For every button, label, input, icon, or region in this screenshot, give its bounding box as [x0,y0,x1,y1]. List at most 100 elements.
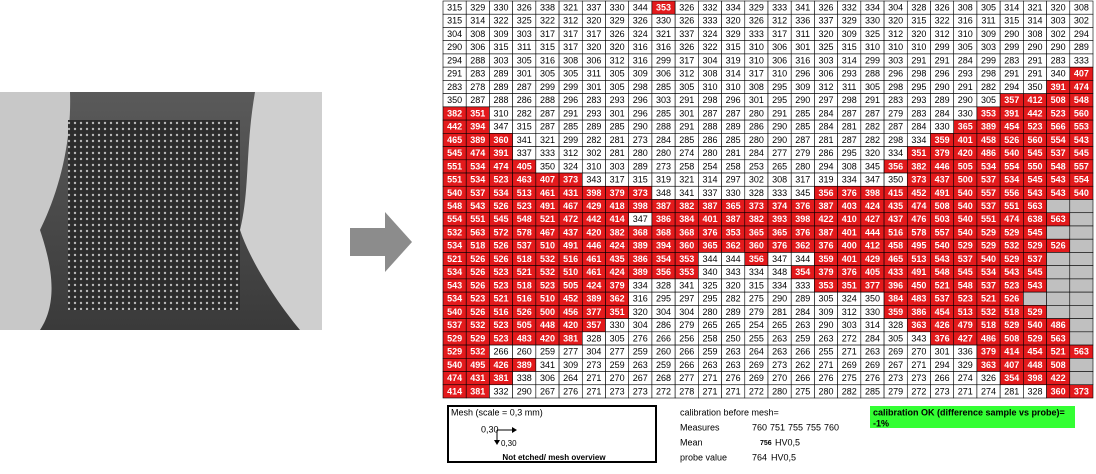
cell-value: 285 [865,386,880,396]
cell-value: 491 [563,241,578,251]
cell-value: 529 [981,241,996,251]
cell-value: 551 [1004,201,1019,211]
cell-value: 283 [1051,55,1066,65]
cell-value: 320 [888,16,903,26]
cell-value: 354 [1004,373,1019,383]
cell-value: 386 [656,214,671,224]
cell-value: 373 [633,188,648,198]
cell-value: 365 [772,227,787,237]
cell-value: 350 [1027,82,1042,92]
cell-value: 310 [772,69,787,79]
cell-value: 303 [842,320,857,330]
cell-value: 356 [656,267,671,277]
cell-value: 259 [633,347,648,357]
cell-value: 334 [633,280,648,290]
cell-value: 274 [981,386,996,396]
cell-value: 495 [470,360,485,370]
cell-value: 283 [888,95,903,105]
cell-value: 291 [935,55,950,65]
cell-value: 320 [819,29,834,39]
cell-value: 379 [981,347,996,357]
cell-value: 398 [1027,373,1042,383]
cell-value: 365 [749,227,764,237]
cell-value: 554 [447,214,462,224]
cell-value: 545 [1027,227,1042,237]
cell-value: 382 [749,214,764,224]
cell-value: 263 [772,347,787,357]
cell-value: 265 [702,320,717,330]
cell-value: 508 [1004,333,1019,343]
cell-value: 563 [1051,214,1066,224]
cell-value: 344 [726,254,741,264]
cell-value: 394 [656,241,671,251]
cell-value: 435 [610,254,625,264]
cell-value: 387 [726,214,741,224]
cell-value: 437 [563,227,578,237]
cell-value: 540 [447,360,462,370]
cell-value: 518 [1004,307,1019,317]
cell-value: 521 [540,214,555,224]
cell-value: 298 [633,82,648,92]
cell-value: 353 [679,267,694,277]
cell-value: 287 [842,108,857,118]
cell-value: 578 [517,227,532,237]
cell-value: 410 [842,214,857,224]
cell-value: 310 [749,42,764,52]
cell-value: 309 [819,307,834,317]
cell-value: 563 [1027,201,1042,211]
cell-value: 334 [842,175,857,185]
status: calibration OK (difference sample vs pro… [873,407,1065,417]
cell-value: 255 [749,333,764,343]
cell-value: 523 [517,201,532,211]
cell-value: 289 [586,122,601,132]
cell-value: 523 [958,294,973,304]
cell-value: 325 [517,16,532,26]
cell-value: 282 [981,82,996,92]
cell-value: 329 [726,29,741,39]
cell-value: 389 [470,135,485,145]
cell-value: 280 [633,148,648,158]
cell-value: 303 [1051,16,1066,26]
cell-value: 442 [586,214,601,224]
cell-value: 317 [795,175,810,185]
cell-value: 270 [610,373,625,383]
cell-value: 306 [656,69,671,79]
cell-value: 316 [633,294,648,304]
cell-value: 282 [842,386,857,396]
mesh-box: Mesh (scale = 0,3 mm) 0,30 0,30 Not etch… [448,406,656,462]
empty-cell [1047,252,1070,265]
cell-value: 529 [1027,307,1042,317]
cell-value: 363 [911,320,926,330]
cell-value: 305 [981,95,996,105]
cell-value: 314 [1004,2,1019,12]
cell-value: 283 [447,82,462,92]
cell-value: 258 [726,161,741,171]
cell-value: 281 [842,122,857,132]
cell-value: 281 [610,135,625,145]
cell-value: 295 [772,82,787,92]
cell-value: 291 [679,95,694,105]
cell-value: 294 [447,55,462,65]
cell-value: 259 [656,360,671,370]
empty-cell [1070,305,1093,318]
cell-value: 529 [958,241,973,251]
cell-value: 291 [865,95,880,105]
measures-label: Measures [680,422,720,432]
cell-value: 426 [935,320,950,330]
cell-value: 414 [610,214,625,224]
cell-value: 563 [1051,333,1066,343]
cell-value: 312 [610,55,625,65]
cell-value: 420 [586,227,601,237]
cell-value: 306 [470,42,485,52]
cell-value: 284 [819,122,834,132]
cell-value: 529 [1004,227,1019,237]
cell-value: 294 [1074,29,1089,39]
cell-value: 320 [726,280,741,290]
cell-value: 271 [958,386,973,396]
cell-value: 350 [888,175,903,185]
cell-value: 500 [958,175,973,185]
cell-value: 286 [656,320,671,330]
cell-value: 274 [958,373,973,383]
cell-value: 427 [958,333,973,343]
